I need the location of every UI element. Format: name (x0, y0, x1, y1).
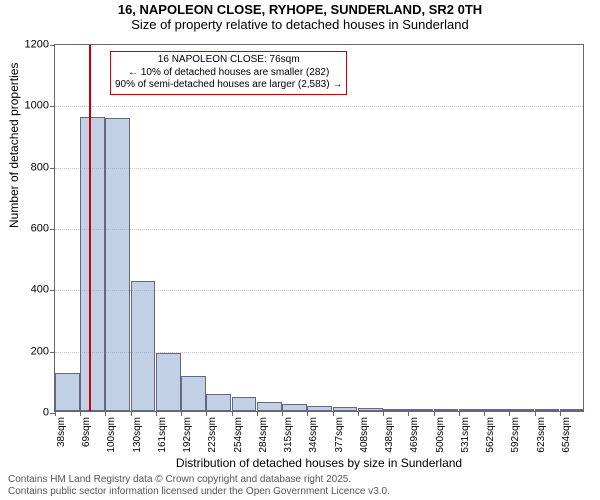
xtick-mark (358, 411, 359, 416)
xtick-label: 130sqm (132, 417, 143, 453)
title-block: 16, NAPOLEON CLOSE, RYHOPE, SUNDERLAND, … (0, 0, 600, 32)
histogram-bar (560, 409, 585, 411)
xtick-mark (434, 411, 435, 416)
xtick-label: 562sqm (485, 417, 496, 453)
gridline (55, 229, 583, 230)
xtick-label: 592sqm (510, 417, 521, 453)
xtick-mark (232, 411, 233, 416)
xtick-label: 284sqm (258, 417, 269, 453)
xtick-mark (408, 411, 409, 416)
xtick-mark (80, 411, 81, 416)
histogram-bar (408, 409, 433, 411)
ytick-label: 200 (31, 346, 55, 357)
histogram-bar (307, 406, 332, 411)
annotation-line2: ← 10% of detached houses are smaller (28… (115, 67, 342, 80)
histogram-bar (535, 409, 560, 411)
ytick-label: 1000 (25, 101, 55, 112)
xtick-mark (156, 411, 157, 416)
xtick-label: 438sqm (384, 417, 395, 453)
xtick-mark (484, 411, 485, 416)
xtick-mark (282, 411, 283, 416)
xtick-label: 500sqm (435, 417, 446, 453)
annotation-line3: 90% of semi-detached houses are larger (… (115, 79, 342, 92)
xtick-mark (181, 411, 182, 416)
xtick-label: 408sqm (359, 417, 370, 453)
xtick-label: 223sqm (207, 417, 218, 453)
histogram-bar (383, 409, 408, 411)
xtick-label: 192sqm (182, 417, 193, 453)
xtick-label: 161sqm (157, 417, 168, 453)
xtick-label: 254sqm (233, 417, 244, 453)
ytick-label: 400 (31, 285, 55, 296)
histogram-bar (333, 407, 358, 411)
xtick-mark (560, 411, 561, 416)
xtick-mark (383, 411, 384, 416)
chart-container: 16, NAPOLEON CLOSE, RYHOPE, SUNDERLAND, … (0, 0, 600, 500)
histogram-bar (282, 404, 307, 411)
xtick-mark (535, 411, 536, 416)
ytick-label: 600 (31, 224, 55, 235)
histogram-bar (105, 118, 130, 411)
xtick-mark (509, 411, 510, 416)
footer-line2: Contains public sector information licen… (8, 486, 390, 498)
histogram-bar (80, 117, 105, 411)
xtick-mark (459, 411, 460, 416)
xtick-mark (105, 411, 106, 416)
xtick-label: 346sqm (308, 417, 319, 453)
xtick-label: 469sqm (409, 417, 420, 453)
histogram-bar (206, 394, 231, 411)
histogram-bar (358, 408, 383, 411)
gridline (55, 168, 583, 169)
xtick-label: 654sqm (561, 417, 572, 453)
xtick-mark (55, 411, 56, 416)
xtick-mark (333, 411, 334, 416)
histogram-bar (131, 281, 156, 411)
footer-attribution: Contains HM Land Registry data © Crown c… (8, 474, 390, 498)
ytick-label: 0 (43, 408, 55, 419)
annotation-box: 16 NAPOLEON CLOSE: 76sqm← 10% of detache… (110, 51, 347, 95)
chart-title-line1: 16, NAPOLEON CLOSE, RYHOPE, SUNDERLAND, … (0, 2, 600, 17)
ytick-label: 1200 (25, 40, 55, 51)
chart-title-line2: Size of property relative to detached ho… (0, 17, 600, 32)
property-marker-line (89, 45, 91, 411)
xtick-mark (257, 411, 258, 416)
xtick-label: 315sqm (283, 417, 294, 453)
histogram-bar (484, 409, 509, 411)
histogram-bar (459, 409, 484, 411)
x-axis-label: Distribution of detached houses by size … (54, 456, 584, 470)
histogram-bar (257, 402, 282, 411)
histogram-bar (232, 397, 257, 411)
histogram-bar (509, 409, 534, 411)
y-axis-label: Number of detached properties (7, 63, 21, 228)
xtick-label: 623sqm (536, 417, 547, 453)
histogram-bar (55, 373, 80, 411)
xtick-label: 69sqm (81, 417, 92, 447)
footer-line1: Contains HM Land Registry data © Crown c… (8, 474, 390, 486)
xtick-label: 100sqm (106, 417, 117, 453)
annotation-line1: 16 NAPOLEON CLOSE: 76sqm (115, 54, 342, 67)
ytick-label: 800 (31, 162, 55, 173)
xtick-mark (307, 411, 308, 416)
gridline (55, 106, 583, 107)
xtick-label: 531sqm (460, 417, 471, 453)
xtick-label: 377sqm (334, 417, 345, 453)
xtick-mark (206, 411, 207, 416)
xtick-mark (131, 411, 132, 416)
xtick-label: 38sqm (56, 417, 67, 447)
plot-area: 02004006008001000120038sqm69sqm100sqm130… (54, 44, 584, 412)
histogram-bar (156, 353, 181, 411)
histogram-bar (434, 409, 459, 411)
histogram-bar (181, 376, 206, 411)
